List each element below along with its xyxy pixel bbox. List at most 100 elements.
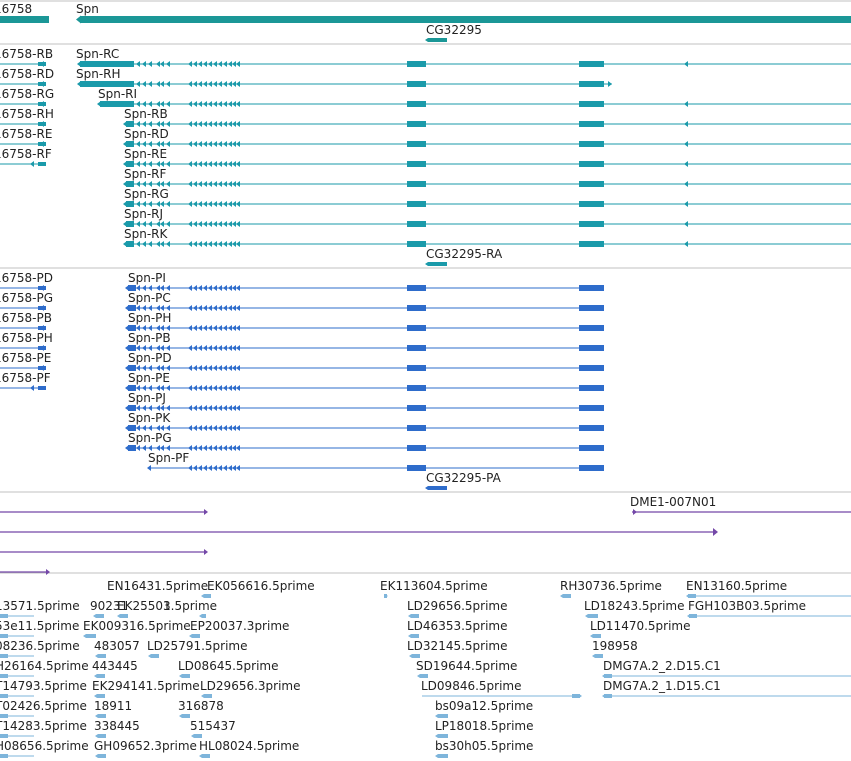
transcript-16758-re[interactable]: 16758-RE (0, 127, 52, 147)
protein-spn-pg[interactable]: Spn-PG (125, 431, 604, 451)
protein-16758-pe[interactable]: 16758-PE (0, 351, 51, 371)
exon-block (407, 181, 426, 187)
transcript-spn-rf[interactable]: Spn-RF (123, 167, 851, 187)
protein-16758-pb[interactable]: 16758-PB (0, 311, 52, 331)
est-22[interactable]: H26164.5prime (0, 659, 89, 678)
est-15[interactable]: LD46353.5prime (407, 619, 508, 638)
protein-spn-pe[interactable]: Spn-PE (125, 371, 604, 391)
est-23[interactable]: 443445 (92, 659, 138, 678)
est-25[interactable]: SD19644.5prime (416, 659, 517, 678)
est-8[interactable]: 1.5prime (163, 599, 217, 618)
est-36[interactable]: T14283.5prime (0, 719, 87, 738)
protein-spn-pj[interactable]: Spn-PJ (125, 391, 604, 411)
protein-spn-pk[interactable]: Spn-PK (125, 411, 604, 431)
est-31[interactable]: DMG7A.2_1.D15.C1 (602, 679, 851, 698)
transcript-spn-rd[interactable]: Spn-RD (123, 127, 851, 147)
est-43[interactable]: bs30h05.5prime (435, 739, 533, 758)
est-7[interactable]: EK25503 (117, 599, 171, 618)
est-30[interactable]: LD09846.5prime (421, 679, 582, 698)
clone-dme1-007n01[interactable]: DME1-007N01 (630, 495, 851, 515)
clone-row-2[interactable] (0, 528, 718, 536)
est-38[interactable]: 515437 (190, 719, 236, 738)
est-37[interactable]: 338445 (94, 719, 140, 738)
transcript-label: Spn-RB (124, 107, 168, 121)
protein-spn-pi[interactable]: Spn-PI (125, 271, 604, 291)
transcript-16758-rf[interactable]: 16758-RF (0, 147, 52, 167)
protein-16758-pf[interactable]: 16758-PF (0, 371, 51, 391)
strand-arrow-icon (156, 201, 160, 207)
est-42[interactable]: HL08024.5prime (199, 739, 299, 758)
est-24[interactable]: LD08645.5prime (178, 659, 279, 678)
est-19[interactable]: LD25791.5prime (147, 639, 248, 658)
protein-16758-pg[interactable]: 16758-PG (0, 291, 53, 311)
strand-arrow-icon (228, 345, 232, 351)
est-41[interactable]: GH09652.3prime (94, 739, 197, 758)
transcript-spn-rh[interactable]: Spn-RH (76, 67, 612, 87)
transcript-spn-rg[interactable]: Spn-RG (123, 187, 851, 207)
clone-row-1[interactable] (0, 509, 208, 515)
est-2[interactable]: EK113604.5prime (380, 579, 488, 598)
est-16[interactable]: LD11470.5prime (590, 619, 691, 638)
transcript-16758-rh[interactable]: 16758-RH (0, 107, 54, 127)
strand-arrow-icon (148, 325, 152, 331)
est-35[interactable]: bs09a12.5prime (435, 699, 533, 718)
protein-spn-pf[interactable]: Spn-PF (147, 451, 604, 471)
est-5[interactable]: 13571.5prime (0, 599, 80, 618)
transcript-spn-ri[interactable]: Spn-RI (97, 87, 851, 107)
est-0[interactable]: EN16431.5prime (107, 579, 208, 598)
protein-cg32295-pa[interactable]: CG32295-PA (425, 471, 502, 490)
gene-spn[interactable]: Spn (76, 2, 851, 24)
clone-row-4[interactable] (0, 569, 50, 575)
est-3[interactable]: RH30736.5prime (560, 579, 662, 598)
protein-16758-pd[interactable]: 16758-PD (0, 271, 53, 291)
est-12[interactable]: 53e11.5prime (0, 619, 79, 638)
transcript-spn-rb[interactable]: Spn-RB (123, 107, 851, 127)
transcript-spn-rk[interactable]: Spn-RK (123, 227, 851, 247)
est-29[interactable]: LD29656.3prime (200, 679, 301, 698)
est-6[interactable]: 90231 (90, 599, 128, 618)
est-39[interactable]: LP18018.5prime (435, 719, 534, 738)
est-27[interactable]: T14793.5prime (0, 679, 87, 698)
protein-16758-ph[interactable]: 16758-PH (0, 331, 53, 351)
est-4[interactable]: EN13160.5prime (686, 579, 851, 598)
exon-block (579, 121, 604, 127)
est-21[interactable]: 198958 (592, 639, 638, 658)
est-17[interactable]: 08236.5prime (0, 639, 80, 658)
protein-spn-pb[interactable]: Spn-PB (125, 331, 604, 351)
est-10[interactable]: LD18243.5prime (584, 599, 685, 618)
protein-spn-pc[interactable]: Spn-PC (125, 291, 604, 311)
est-34[interactable]: 316878 (178, 699, 224, 718)
strand-arrow-icon (193, 285, 197, 291)
transcript-spn-re[interactable]: Spn-RE (123, 147, 851, 167)
est-32[interactable]: T02426.5prime (0, 699, 87, 718)
protein-spn-pd[interactable]: Spn-PD (125, 351, 604, 371)
est-14[interactable]: EP20037.3prime (189, 619, 289, 638)
exon-block (407, 365, 426, 371)
transcript-spn-rc[interactable]: Spn-RC (76, 47, 851, 67)
transcript-16758-rg[interactable]: 16758-RG (0, 87, 54, 107)
transcript-16758-rb[interactable]: 16758-RB (0, 47, 53, 67)
est-20[interactable]: LD32145.5prime (407, 639, 508, 658)
est-28[interactable]: EK294141.5prime (92, 679, 200, 698)
est-1[interactable]: EK056616.5prime (205, 579, 315, 598)
transcript-cg32295-ra[interactable]: CG32295-RA (425, 247, 503, 266)
est-9[interactable]: LD29656.5prime (407, 599, 508, 618)
est-33[interactable]: 18911 (94, 699, 132, 718)
gene-16758[interactable]: 16758 (0, 2, 49, 23)
strand-arrow-icon (136, 445, 140, 451)
est-26[interactable]: DMG7A.2_2.D15.C1 (602, 659, 851, 678)
protein-spn-ph[interactable]: Spn-PH (125, 311, 604, 331)
strand-arrow-icon (123, 181, 127, 187)
est-11[interactable]: FGH103B03.5prime (687, 599, 851, 618)
strand-arrow-icon (136, 121, 140, 127)
strand-arrow-icon (198, 405, 202, 411)
est-18[interactable]: 483057 (94, 639, 140, 658)
gene-cg32295[interactable]: CG32295 (425, 23, 482, 42)
transcript-16758-rd[interactable]: 16758-RD (0, 67, 54, 87)
clone-row-3[interactable] (0, 549, 208, 555)
strand-arrow-icon (203, 285, 207, 291)
strand-arrow-icon (232, 405, 236, 411)
est-13[interactable]: EK009316.5prime (83, 619, 191, 638)
transcript-spn-rj[interactable]: Spn-RJ (123, 207, 851, 227)
est-40[interactable]: H08656.5prime (0, 739, 89, 758)
